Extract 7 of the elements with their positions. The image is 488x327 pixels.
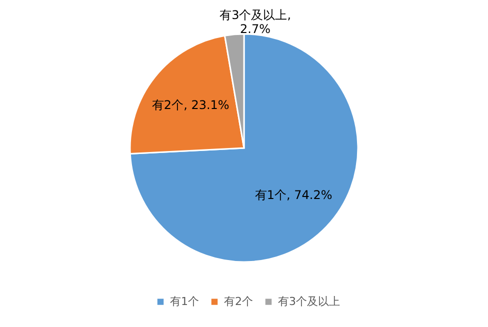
legend-label: 有1个 xyxy=(170,294,199,308)
data-label: 有2个, 23.1% xyxy=(152,98,230,112)
pie-slice xyxy=(129,33,359,263)
legend-label: 有2个 xyxy=(224,294,253,308)
data-label: 有3个及以上, 2.7% xyxy=(220,8,292,36)
legend-label: 有3个及以上 xyxy=(278,294,340,308)
data-label: 有1个, 74.2% xyxy=(254,188,332,202)
